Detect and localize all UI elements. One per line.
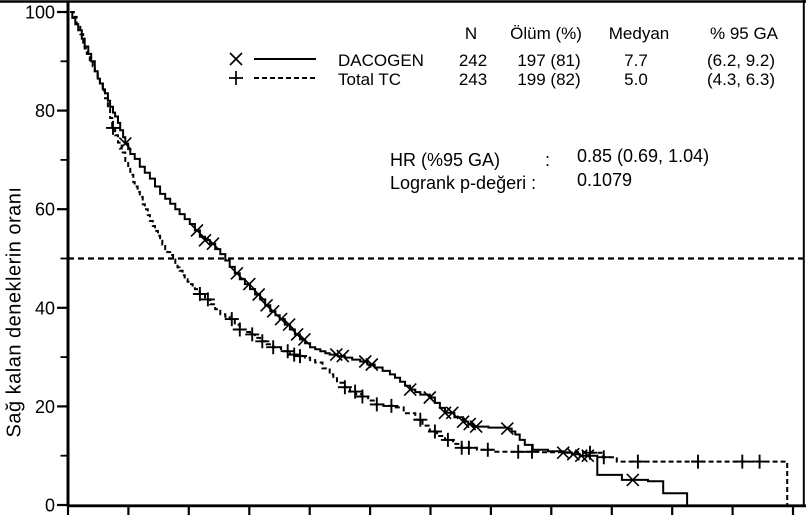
y-tick-label: 100 (25, 3, 55, 23)
censor-marker-+ (280, 344, 295, 359)
censor-marker-x (190, 223, 204, 237)
legend-label-dacogen: DACOGEN (338, 51, 424, 70)
censor-marker-x (206, 237, 220, 251)
censor-marker-+ (735, 454, 750, 469)
censor-marker-+ (583, 445, 597, 460)
censor-marker-x (297, 332, 311, 346)
legend-swatch-dacogen (229, 52, 316, 66)
censor-marker-+ (255, 334, 270, 349)
censor-marker-+ (525, 444, 539, 459)
legend-marker-x (229, 52, 243, 66)
censor-marker-x (626, 473, 640, 487)
censor-marker-x (500, 422, 514, 436)
censor-marker-x (445, 406, 459, 420)
censor-marker-x (469, 420, 483, 434)
total-tc-median: 5.0 (624, 70, 648, 89)
censor-marker-x (566, 447, 580, 461)
hr-value: 0.85 (0.69, 1.04) (577, 146, 710, 166)
total-tc-ci: (4.3, 6.3) (706, 70, 776, 89)
censor-marker-x (423, 390, 437, 405)
y-tick-label: 20 (35, 397, 55, 417)
dacogen-n: 242 (458, 51, 488, 70)
censor-marker-+ (224, 312, 239, 327)
y-axis-title: Sağ kalan deneklerin oranı (3, 186, 26, 438)
survival-curve (70, 11, 789, 505)
censor-marker-+ (355, 389, 370, 404)
censor-marker-x (403, 383, 417, 397)
y-tick-label: 80 (35, 101, 55, 121)
censor-marker-x (252, 287, 266, 302)
censor-marker-x (274, 312, 288, 326)
series-dacogen (70, 11, 689, 505)
y-tick-label: 40 (35, 298, 55, 318)
censor-marker-+ (348, 384, 363, 399)
censor-marker-+ (106, 120, 120, 135)
y-ticks: 100 80 60 40 20 0 (25, 3, 67, 516)
y-tick-label: 0 (45, 496, 55, 516)
censor-marker-+ (293, 349, 307, 364)
logrank-label: Logrank p-değeri : (390, 173, 537, 193)
censor-marker-+ (511, 444, 526, 459)
censor-marker-+ (232, 322, 247, 337)
x-ticks (66, 506, 795, 515)
censor-marker-+ (413, 412, 428, 427)
censor-marker-+ (752, 454, 767, 469)
censor-marker-x (198, 233, 212, 247)
legend-swatch-total-tc (229, 71, 316, 85)
censor-marker-+ (630, 454, 645, 469)
col-header-median: Medyan (608, 24, 670, 43)
hr-colon: : (545, 150, 551, 170)
censor-marker-+ (337, 380, 352, 395)
censor-marker-+ (369, 397, 384, 412)
col-header-death: Ölüm (%) (510, 24, 582, 43)
censor-marker-+ (200, 292, 215, 307)
total-tc-n: 243 (458, 70, 488, 89)
total-tc-death: 199 (82) (517, 70, 581, 89)
censor-marker-+ (596, 450, 611, 465)
censor-marker-x (282, 318, 296, 332)
legend-label-total-tc: Total TC (338, 70, 401, 89)
col-header-n: N (464, 24, 478, 43)
censor-marker-+ (427, 424, 442, 439)
dacogen-median: 7.7 (624, 51, 648, 70)
censor-marker-x (290, 327, 304, 341)
censor-marker-+ (192, 287, 207, 301)
dacogen-ci: (6.2, 9.2) (706, 51, 776, 70)
censor-marker-+ (287, 347, 302, 362)
censor-marker-x (230, 266, 244, 280)
y-tick-label: 60 (35, 200, 55, 220)
censor-marker-+ (691, 454, 705, 469)
hr-label: HR (%95 GA) (390, 150, 501, 170)
censor-marker-x (358, 354, 372, 369)
series-total-tc (70, 11, 789, 505)
logrank-value: 0.1079 (577, 170, 633, 190)
col-header-ci: % 95 GA (709, 24, 779, 43)
censor-marker-x (365, 357, 379, 372)
censor-marker-+ (440, 432, 455, 447)
censor-marker-+ (245, 327, 260, 342)
censor-marker-x (336, 349, 350, 363)
censor-marker-+ (461, 440, 476, 455)
legend-marker-+ (229, 71, 243, 85)
censor-marker-+ (266, 340, 281, 355)
dacogen-death: 197 (81) (517, 51, 581, 70)
censor-marker-+ (384, 398, 399, 413)
censor-marker-+ (480, 442, 495, 457)
